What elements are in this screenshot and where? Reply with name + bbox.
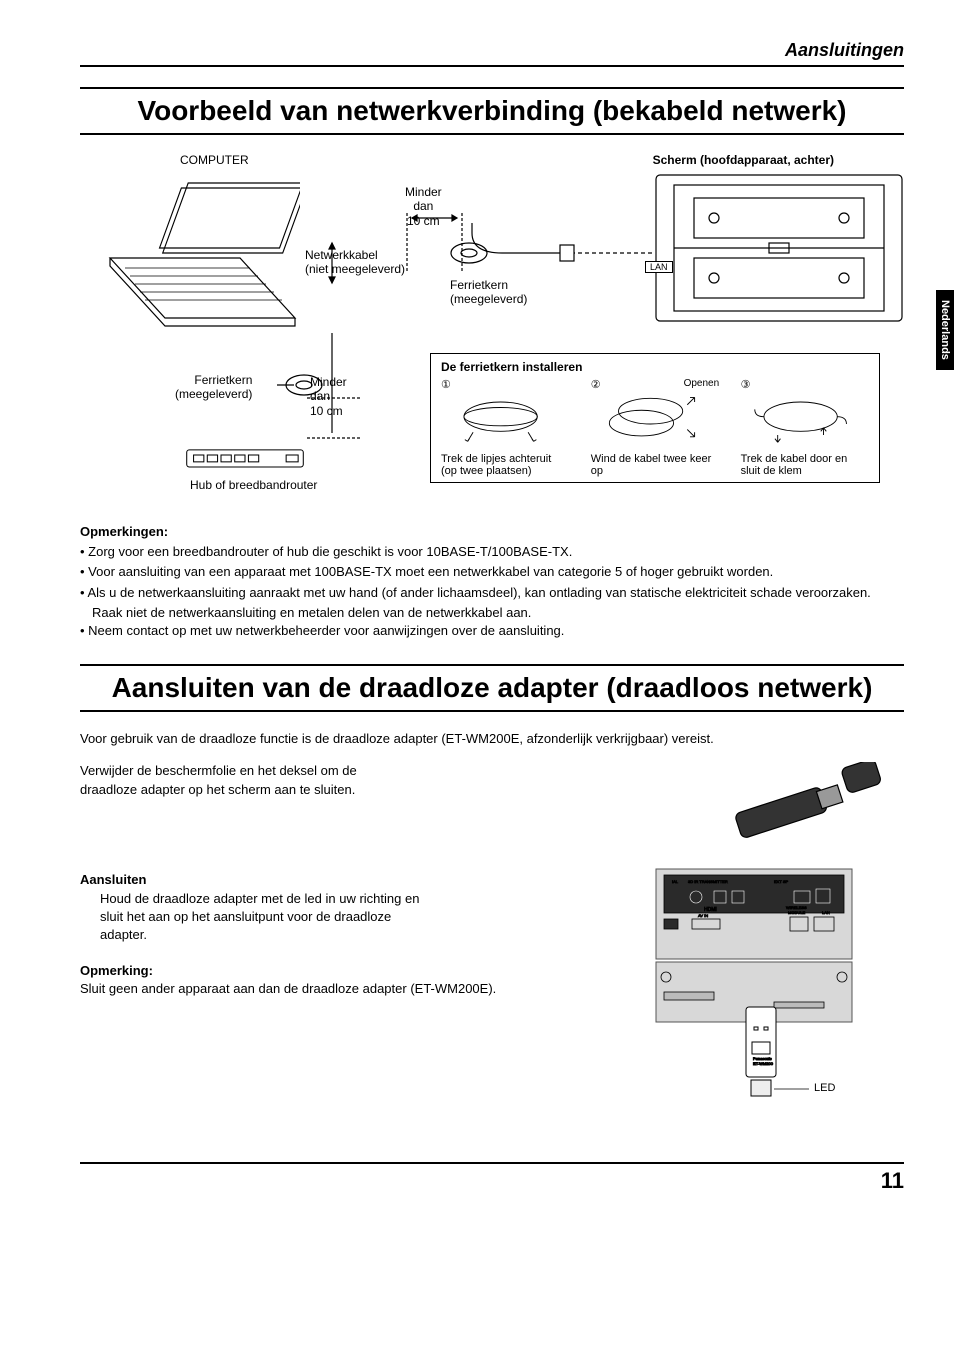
svg-text:IAL: IAL	[672, 879, 679, 884]
openen-label: Openen	[684, 378, 720, 391]
svg-text:MODULE: MODULE	[788, 910, 805, 915]
aansluiten-body: Houd de draadloze adapter met de led in …	[80, 890, 440, 945]
step2-num: ②	[591, 378, 601, 391]
opmerking-body: Sluit geen ander apparaat aan dan de dra…	[80, 980, 624, 998]
heading-2: Aansluiten van de draadloze adapter (dra…	[80, 664, 904, 712]
network-diagram: COMPUTER Scherm (hoofdapparaat, achter)	[80, 153, 904, 513]
step3-num: ③	[741, 378, 869, 391]
lan-label: LAN	[645, 261, 673, 273]
ferrite-step1-icon	[441, 391, 569, 446]
ferrietkern-label-2: Ferrietkern (meegeleverd)	[175, 373, 252, 402]
section2-intro: Voor gebruik van de draadloze functie is…	[80, 730, 904, 748]
svg-text:AV IN: AV IN	[698, 913, 708, 918]
step2-text: Wind de kabel twee keer op	[591, 453, 719, 477]
step3-text: Trek de kabel door en sluit de klem	[741, 453, 869, 477]
ferrite-step3-icon	[741, 391, 869, 446]
ferrite-box-title: De ferrietkern installeren	[441, 360, 869, 374]
ferrite-step-2: ② Openen Wind de kabel twee keer op	[591, 378, 719, 477]
note-item: Neem contact op met uw netwerkbeheerder …	[80, 622, 904, 640]
hub-label: Hub of breedbandrouter	[190, 478, 317, 492]
page-number: 11	[80, 1162, 904, 1194]
connector-panel: IAL 3D IR TRANSMITTER EXT SP HDMI AV IN …	[654, 857, 904, 1132]
notes1-title: Opmerkingen:	[80, 523, 904, 541]
ferrite-step-1: ① Trek de lipjes achteruit (op twee plaa…	[441, 378, 569, 477]
distance-label-1: Minder dan 10 cm	[405, 185, 442, 228]
section-header: Aansluitingen	[80, 40, 904, 67]
notes-1: Opmerkingen: Zorg voor een breedbandrout…	[80, 523, 904, 640]
remove-text: Verwijder de beschermfolie en het deksel…	[80, 762, 400, 798]
router-icon	[175, 443, 315, 473]
note-item: Zorg voor een breedbandrouter of hub die…	[80, 543, 904, 561]
adapter-illustration	[664, 762, 904, 847]
section2-row2: Aansluiten Houd de draadloze adapter met…	[80, 857, 904, 1132]
step1-text: Trek de lipjes achteruit (op twee plaats…	[441, 453, 569, 477]
distance-label-2: Minder dan 10 cm	[310, 375, 347, 418]
opmerking-title: Opmerking:	[80, 962, 624, 980]
ferrite-step-3: ③ Trek de kabel door en sluit de klem	[741, 378, 869, 477]
aansluiten-title: Aansluiten	[80, 871, 624, 889]
svg-text:LAN: LAN	[822, 910, 830, 915]
ferrite-step2-icon	[591, 391, 719, 446]
ferrietkern-label-1: Ferrietkern (meegeleverd)	[450, 278, 527, 307]
section2-left2: Aansluiten Houd de draadloze adapter met…	[80, 857, 624, 998]
note-sub: Raak niet de netwerkaansluiting en metal…	[80, 604, 904, 622]
note-item: Als u de netwerkaansluiting aanraakt met…	[80, 584, 904, 602]
wireless-adapter-icon	[704, 762, 904, 842]
section2-left: Verwijder de beschermfolie en het deksel…	[80, 762, 634, 798]
svg-text:ET-WM200: ET-WM200	[753, 1061, 774, 1066]
section-title: Aansluitingen	[785, 40, 904, 60]
svg-text:3D IR TRANSMITTER: 3D IR TRANSMITTER	[688, 879, 728, 884]
led-label: LED	[814, 1082, 835, 1095]
heading-1: Voorbeeld van netwerkverbinding (bekabel…	[80, 87, 904, 135]
language-tab: Nederlands	[936, 290, 954, 370]
section2-row: Verwijder de beschermfolie en het deksel…	[80, 762, 904, 847]
note-item: Voor aansluiting van een apparaat met 10…	[80, 563, 904, 581]
netwerkkabel-label: Netwerkkabel (niet meegeleverd)	[305, 248, 405, 277]
step1-num: ①	[441, 378, 569, 391]
svg-text:EXT SP: EXT SP	[774, 879, 788, 884]
ferrite-install-box: De ferrietkern installeren ① Trek de lip…	[430, 353, 880, 483]
